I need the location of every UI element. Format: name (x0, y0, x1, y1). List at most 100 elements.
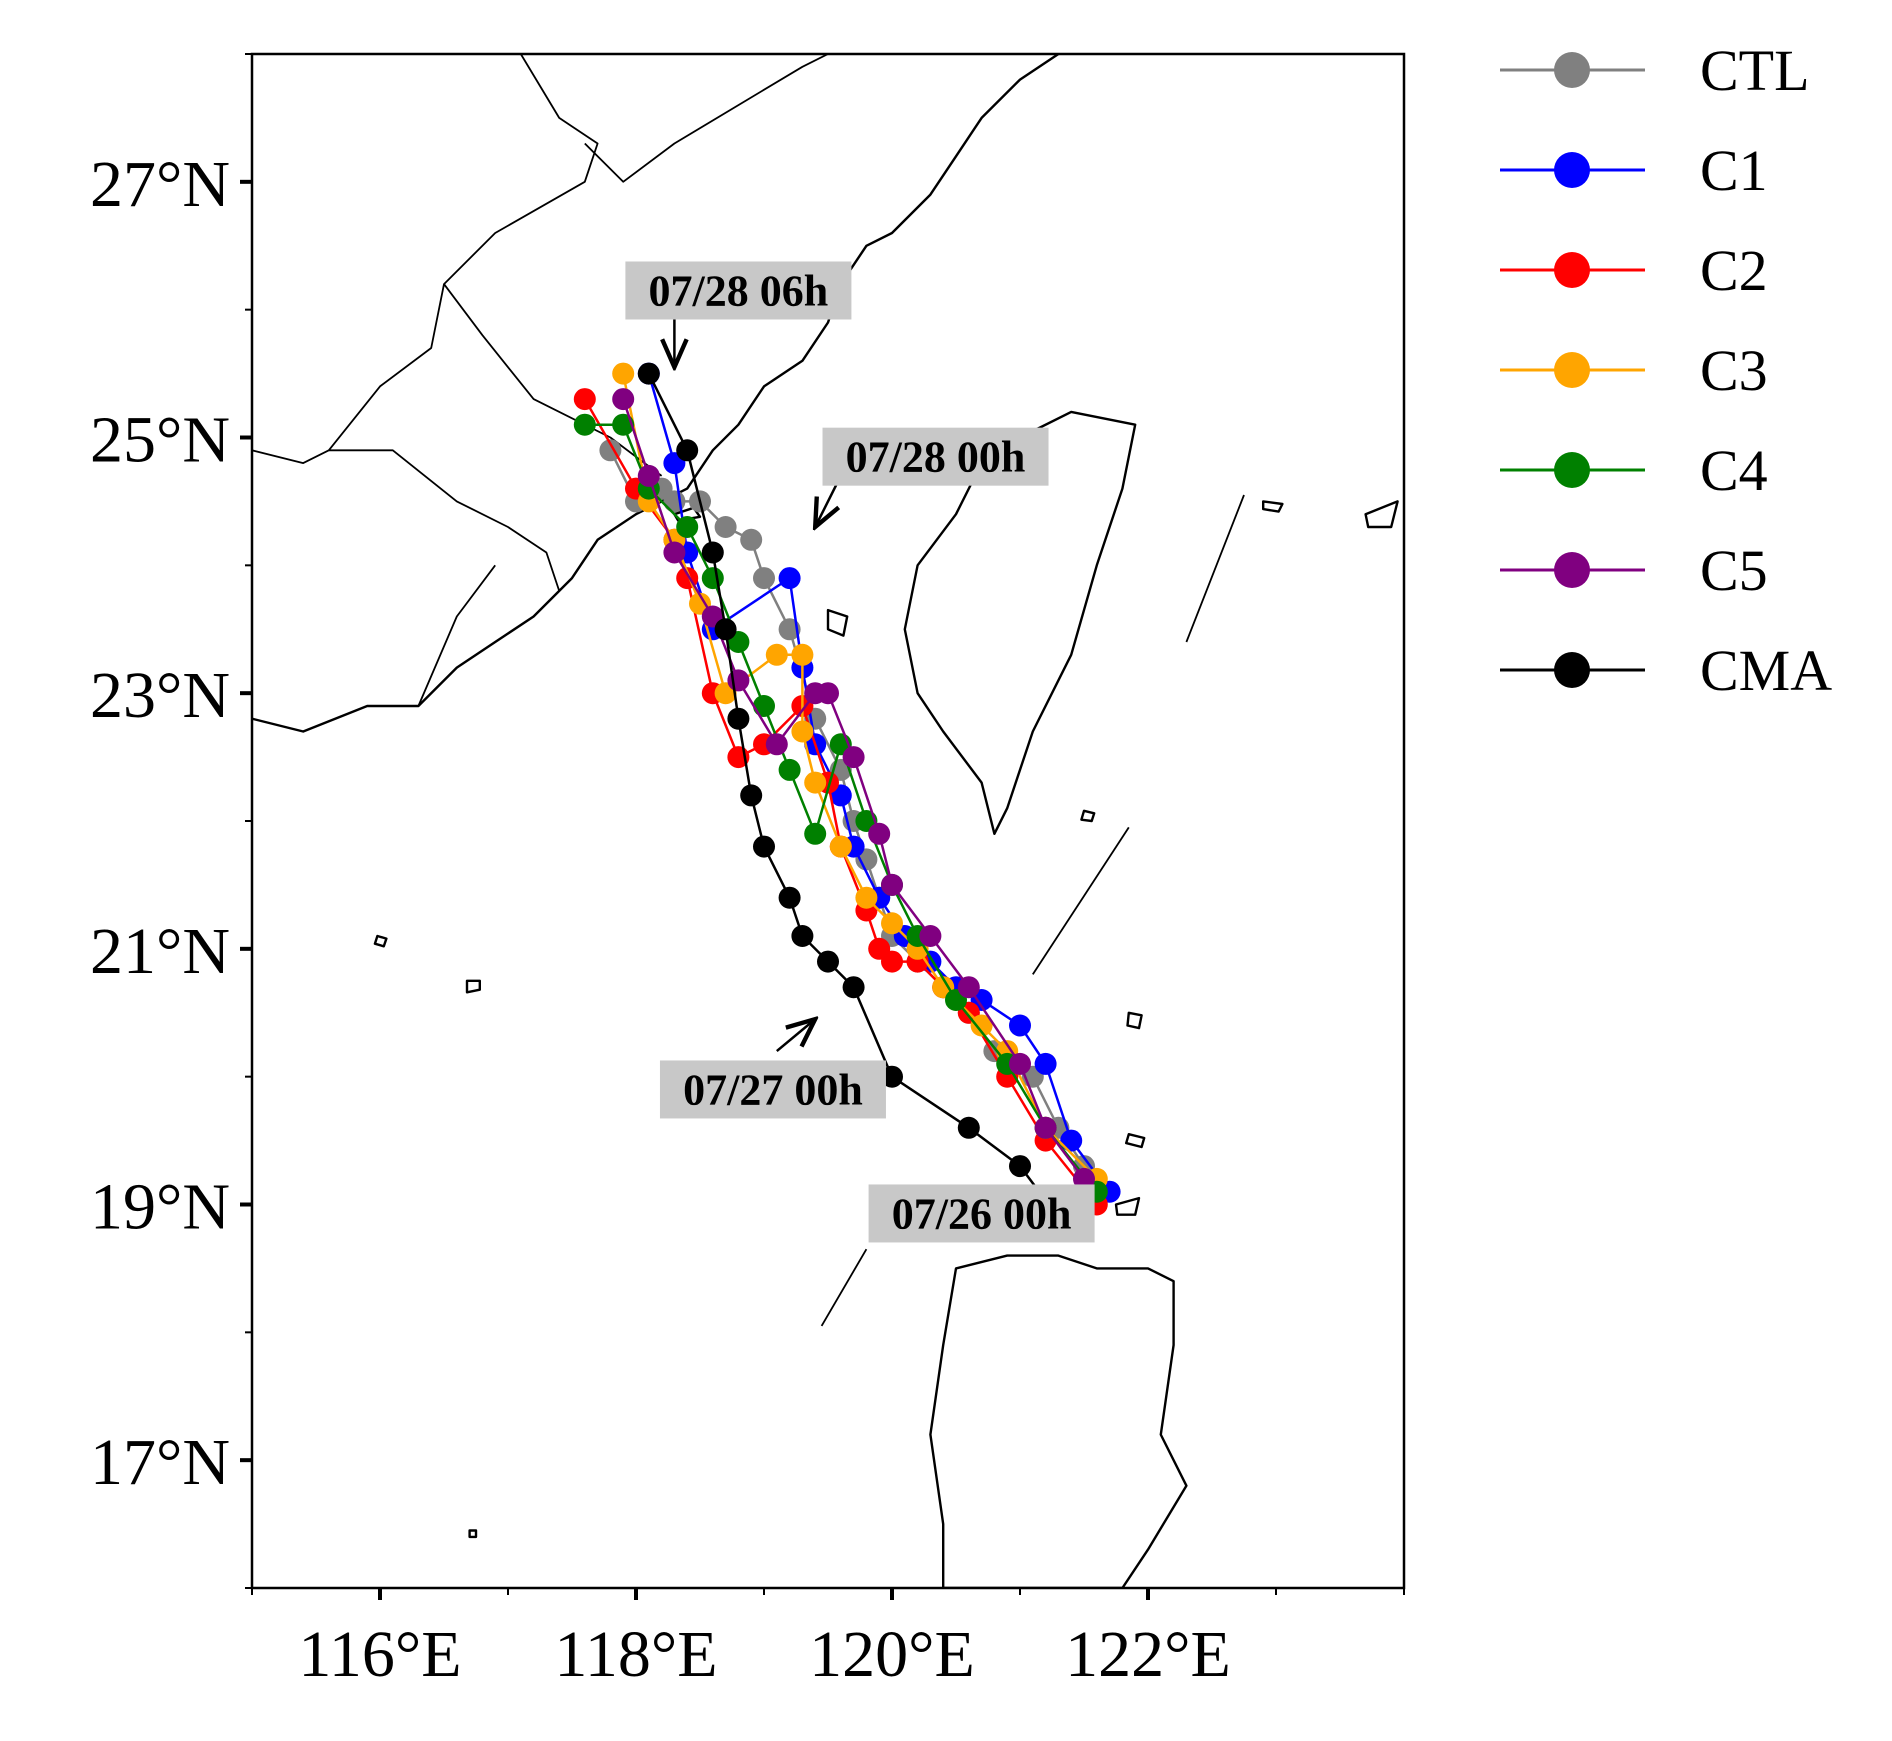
track-point (829, 835, 852, 858)
annotation-box (659, 1060, 886, 1119)
track-point (573, 388, 596, 411)
track-point (714, 618, 737, 641)
maritime-boundary-line (1185, 494, 1245, 643)
x-tick-label: 120°E (809, 1618, 975, 1691)
batanes-island-icon (1126, 1011, 1143, 1030)
track-point (804, 682, 827, 705)
y-tick-label: 19°N (90, 1171, 230, 1244)
track-point (1034, 1052, 1057, 1075)
track-point (753, 835, 775, 858)
legend-item-c3: C3 (1500, 338, 1768, 403)
pratas-reef-icon (373, 934, 388, 948)
track-point (740, 528, 763, 551)
coastline-layer (252, 54, 1399, 1588)
track-point (791, 643, 814, 666)
legend-item-c2: C2 (1500, 238, 1768, 303)
province-border-line (443, 283, 663, 477)
track-point (573, 413, 596, 436)
legend-label: C1 (1700, 138, 1768, 203)
annotation-label: 07/28 00h (846, 433, 1026, 482)
legend-label: CTL (1700, 38, 1810, 103)
province-border-line (328, 449, 561, 592)
track-series-c5 (612, 388, 1095, 1190)
track-point (778, 886, 801, 909)
ryukyu-islet-icon (1262, 500, 1284, 513)
legend-label: C3 (1700, 338, 1768, 403)
legend-item-c4: C4 (1500, 438, 1768, 503)
legend-label: C5 (1700, 538, 1768, 603)
legend-item-c1: C1 (1500, 138, 1768, 203)
track-point (868, 822, 891, 845)
track-point (753, 567, 775, 590)
legend-swatch-marker (1554, 552, 1590, 588)
legend-swatch-marker (1554, 352, 1590, 388)
mainland-coastline-icon (252, 54, 1060, 733)
track-point (868, 937, 891, 960)
y-tick-label: 23°N (90, 659, 230, 732)
time-annotation: 07/28 00h (815, 427, 1049, 527)
annotation-arrow (776, 1019, 815, 1053)
track-point (842, 976, 865, 999)
legend-item-ctl: CTL (1500, 38, 1810, 103)
legend-item-cma: CMA (1500, 638, 1832, 703)
time-annotation: 07/28 06h (625, 261, 852, 367)
track-point (881, 1065, 903, 1088)
legend-swatch-marker (1554, 152, 1590, 188)
track-point (612, 362, 635, 385)
track-point (1034, 1116, 1057, 1139)
track-point (676, 439, 699, 462)
track-point (817, 950, 839, 973)
time-annotation: 07/26 00h (868, 1184, 1095, 1243)
lanyu-island-icon (1080, 809, 1096, 823)
track-point (804, 771, 827, 794)
babuyan-island-icon (1125, 1133, 1146, 1149)
track-point (637, 464, 660, 487)
axes-layer: 116°E 118°E 120°E 122°E 17°N 19°N 21°N 23°N 25°N… (90, 53, 1405, 1691)
time-annotations-layer: 07/28 06h 07/28 00h 07/27 00h 07/26 00h (625, 261, 1095, 1243)
legend: CTL C1 C2 C3 C4 C5 CMA (1500, 38, 1832, 703)
penghu-island-icon (826, 608, 849, 637)
y-tick-label: 17°N (90, 1426, 230, 1499)
legend-item-c5: C5 (1500, 538, 1768, 603)
time-annotation: 07/27 00h (659, 1019, 886, 1119)
track-point (778, 758, 801, 781)
legend-swatch-marker (1554, 452, 1590, 488)
annotation-label: 07/27 00h (683, 1065, 863, 1114)
track-point (740, 784, 763, 807)
track-point (663, 541, 686, 564)
legend-swatch-marker (1554, 252, 1590, 288)
track-point (1009, 1155, 1031, 1178)
track-point (612, 388, 635, 411)
track-point (1073, 1167, 1095, 1190)
legend-swatch-marker (1554, 52, 1590, 88)
province-border-line (584, 54, 829, 183)
track-point (855, 886, 878, 909)
calayan-island-icon (1114, 1196, 1141, 1216)
luzon-island-icon (929, 1254, 1188, 1588)
taiwan-island-icon (903, 410, 1137, 835)
y-tick-label: 21°N (90, 915, 230, 988)
track-point (919, 925, 942, 947)
x-tick-label: 122°E (1065, 1618, 1231, 1691)
track-point (842, 746, 865, 769)
track-point (1009, 1014, 1031, 1037)
annotation-label: 07/26 00h (892, 1189, 1072, 1238)
track-point (804, 822, 827, 845)
track-point (881, 873, 903, 896)
track-point (676, 516, 699, 538)
track-point (791, 925, 814, 947)
province-borders-layer (252, 54, 1245, 1327)
annotation-box (625, 261, 852, 320)
dongsha-island-icon (465, 979, 481, 994)
legend-swatch-marker (1554, 652, 1590, 688)
track-point (957, 976, 980, 999)
y-tick-label: 25°N (90, 404, 230, 477)
track-point (791, 720, 814, 743)
track-series-cma (637, 362, 1070, 1229)
track-point (765, 643, 788, 666)
province-border-line (417, 564, 496, 707)
legend-label: C4 (1700, 438, 1768, 503)
track-point (727, 707, 750, 730)
track-point (753, 695, 775, 717)
